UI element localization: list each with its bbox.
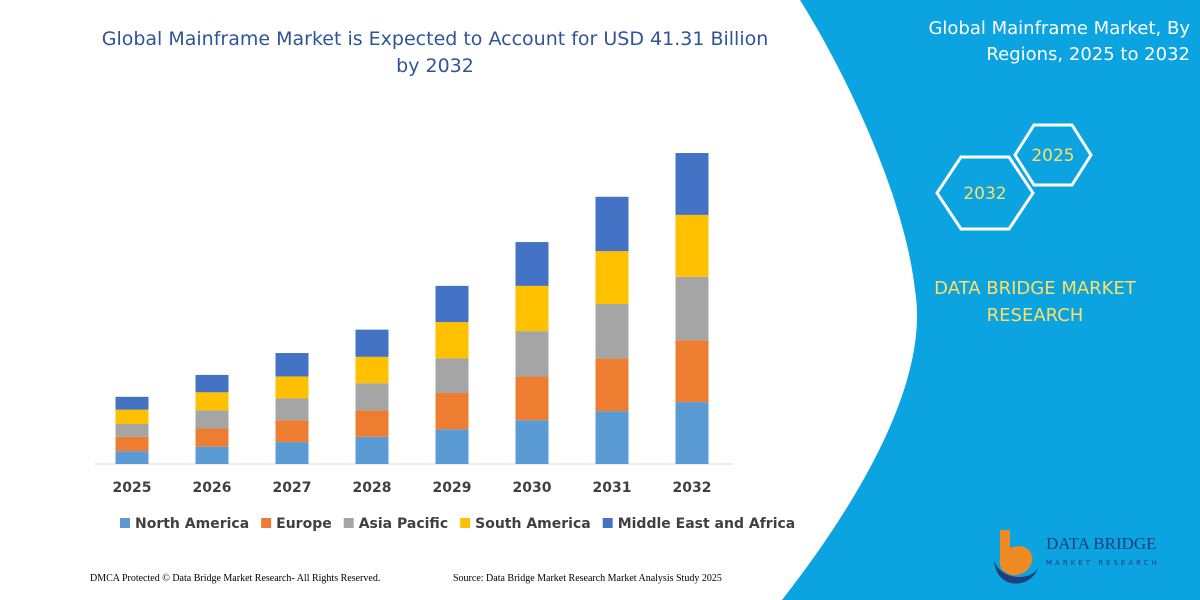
hexagon <box>935 155 1035 231</box>
logo-mark <box>999 530 1033 576</box>
bar-segment <box>595 196 629 252</box>
logo-tagline: MARKET RESEARCH <box>1046 559 1160 567</box>
bar-segment <box>675 214 709 277</box>
x-tick-label: 2029 <box>433 480 472 496</box>
legend-label: Asia Pacific <box>359 516 448 532</box>
bar-segment <box>115 423 149 437</box>
x-tick-label: 2030 <box>513 480 552 496</box>
bar-segment <box>515 376 549 421</box>
legend-label: North America <box>135 516 249 532</box>
bar-segment <box>595 358 629 412</box>
bar-segment <box>115 436 149 452</box>
bar-segment <box>595 251 629 304</box>
bar-segment <box>275 353 309 377</box>
legend-label: Middle East and Africa <box>618 516 796 532</box>
bar-segment <box>435 358 469 394</box>
bar-segment <box>595 411 629 464</box>
side-panel <box>782 0 1200 600</box>
logo-mark <box>994 560 1038 584</box>
bar-segment <box>115 409 149 424</box>
bar-segment <box>675 153 709 215</box>
legend-swatch <box>120 518 130 528</box>
bar-segment <box>275 442 309 464</box>
logo-name: DATA BRIDGE <box>1046 534 1157 553</box>
hex-label: 2032 <box>963 184 1006 204</box>
bar-segment <box>355 329 389 357</box>
chart-title: Global Mainframe Market is Expected to A… <box>101 28 769 77</box>
bar-segment <box>675 276 709 341</box>
bar-segment <box>355 410 389 437</box>
x-tick-label: 2032 <box>673 480 712 496</box>
bar-segment <box>435 322 469 359</box>
bar-segment <box>195 410 229 429</box>
bar-segment <box>515 242 549 286</box>
bar-segment <box>515 285 549 332</box>
bar-segment <box>355 383 389 411</box>
bar-segment <box>435 285 469 323</box>
hexagon <box>1013 123 1093 187</box>
bar-segment <box>435 429 469 464</box>
bar-segment <box>515 420 549 464</box>
bar-segment <box>675 340 709 403</box>
bar-segment <box>675 402 709 464</box>
bar-segment <box>275 376 309 399</box>
panel-title: Global Mainframe Market, By Regions, 202… <box>928 18 1190 65</box>
bar-segment <box>515 331 549 377</box>
x-tick-label: 2025 <box>113 480 152 496</box>
footer-right: Source: Data Bridge Market Research Mark… <box>453 573 722 584</box>
bar-segment <box>115 396 149 410</box>
bar-segment <box>115 451 149 464</box>
legend-swatch <box>261 518 272 528</box>
legend-swatch <box>343 518 354 528</box>
x-tick-label: 2027 <box>273 480 312 496</box>
bar-segment <box>195 428 229 447</box>
x-tick-label: 2026 <box>193 480 232 496</box>
legend-swatch <box>602 518 613 528</box>
bar-segment <box>195 374 229 393</box>
bar-segment <box>195 392 229 411</box>
x-tick-label: 2028 <box>353 480 392 496</box>
x-tick-label: 2031 <box>593 480 632 496</box>
bar-segment <box>595 303 629 359</box>
legend-label: Europe <box>276 516 332 532</box>
bar-segment <box>435 393 469 430</box>
bar-segment <box>355 436 389 464</box>
bar-segment <box>195 446 229 464</box>
bar-segment <box>355 356 389 384</box>
legend-label: South America <box>475 516 591 532</box>
bar-segment <box>275 420 309 443</box>
brand-text: DATA BRIDGE MARKET RESEARCH <box>934 278 1136 326</box>
bar-segment <box>275 398 309 421</box>
legend-swatch <box>460 518 471 528</box>
hex-label: 2025 <box>1031 146 1074 166</box>
footer-left: DMCA Protected © Data Bridge Market Rese… <box>90 573 381 584</box>
